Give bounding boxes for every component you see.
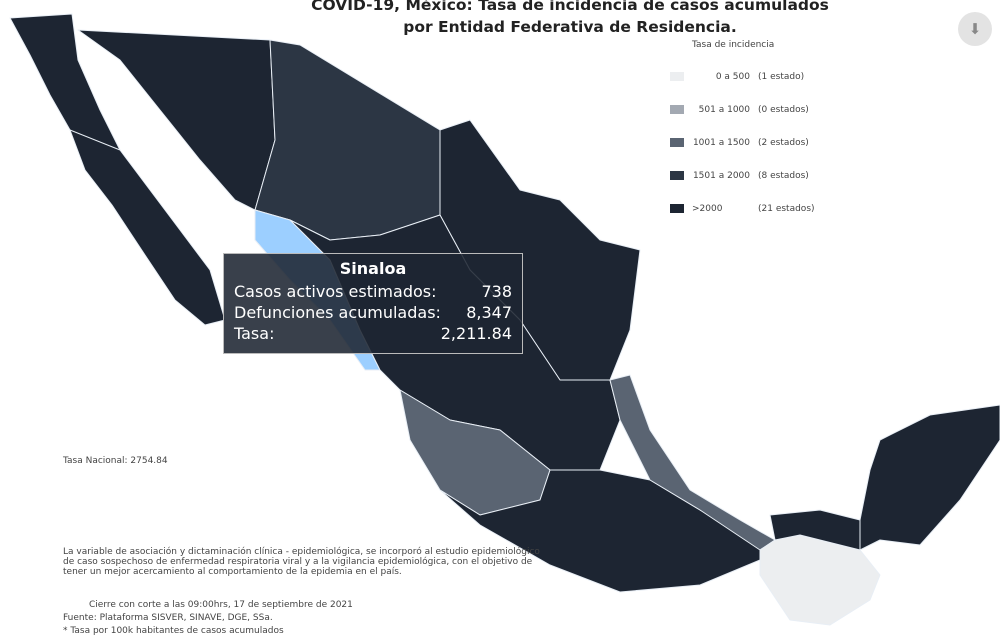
download-icon: ⬇ [968,20,982,38]
legend-title: Tasa de incidencia [692,40,775,50]
legend-range: 0 a 500 [715,71,750,82]
legend-swatch [670,72,684,81]
state-baja-california-sur[interactable] [69,129,226,326]
legend-count: (0 estados) [758,104,809,115]
legend-item[interactable]: 1501 a 2000 (8 estados) [670,159,815,192]
legend-swatch [670,138,684,147]
chart-title: COVID-19, México: Tasa de incidencia de … [311,0,829,36]
legend-swatch [670,204,684,213]
tooltip-row: Defunciones acumuladas: 8,347 [234,302,512,323]
legend-swatch [670,171,684,180]
state-yucatan-peninsula[interactable] [859,404,1000,551]
tooltip: Sinaloa Casos activos estimados: 738 Defu… [223,253,523,354]
tooltip-label: Defunciones acumuladas: [234,303,441,322]
footer: Cierre con corte a las 09:00hrs, 17 de s… [63,599,353,638]
tooltip-row: Tasa: 2,211.84 [234,323,512,344]
legend-item[interactable]: 0 a 500 (1 estado) [670,60,815,93]
download-button[interactable]: ⬇ [958,12,992,46]
legend-range: 1501 a 2000 [692,170,750,181]
legend-item[interactable]: >2000 (21 estados) [670,192,815,225]
source-text: Fuente: Plataforma SISVER, SINAVE, DGE, … [63,613,273,623]
rate-note: * Tasa por 100k habitantes de casos acum… [63,626,284,636]
legend-swatch [670,105,684,114]
cutoff-text: Cierre con corte a las 09:00hrs, 17 de s… [89,600,353,610]
tooltip-label: Casos activos estimados: [234,282,437,301]
legend-item[interactable]: 501 a 1000 (0 estados) [670,93,815,126]
national-rate: Tasa Nacional: 2754.84 [63,456,168,466]
legend-count: (1 estado) [758,71,805,82]
legend-item[interactable]: 1001 a 1500 (2 estados) [670,126,815,159]
tooltip-value: 738 [481,282,512,301]
methodology-note: La variable de asociación y dictaminació… [63,547,540,577]
legend-range: 1001 a 1500 [692,137,750,148]
legend-count: (21 estados) [758,203,815,214]
legend-range: 501 a 1000 [698,104,750,115]
tooltip-label: Tasa: [234,324,275,343]
state-chihuahua[interactable] [254,39,441,241]
tooltip-state: Sinaloa [339,259,407,278]
legend: Tasa de incidencia 0 a 500 (1 estado) 50… [670,40,815,225]
legend-count: (2 estados) [758,137,809,148]
tooltip-value: 8,347 [466,303,512,322]
legend-count: (8 estados) [758,170,809,181]
tooltip-value: 2,211.84 [440,324,512,343]
legend-range: >2000 [692,203,723,214]
tooltip-row: Casos activos estimados: 738 [234,281,512,302]
